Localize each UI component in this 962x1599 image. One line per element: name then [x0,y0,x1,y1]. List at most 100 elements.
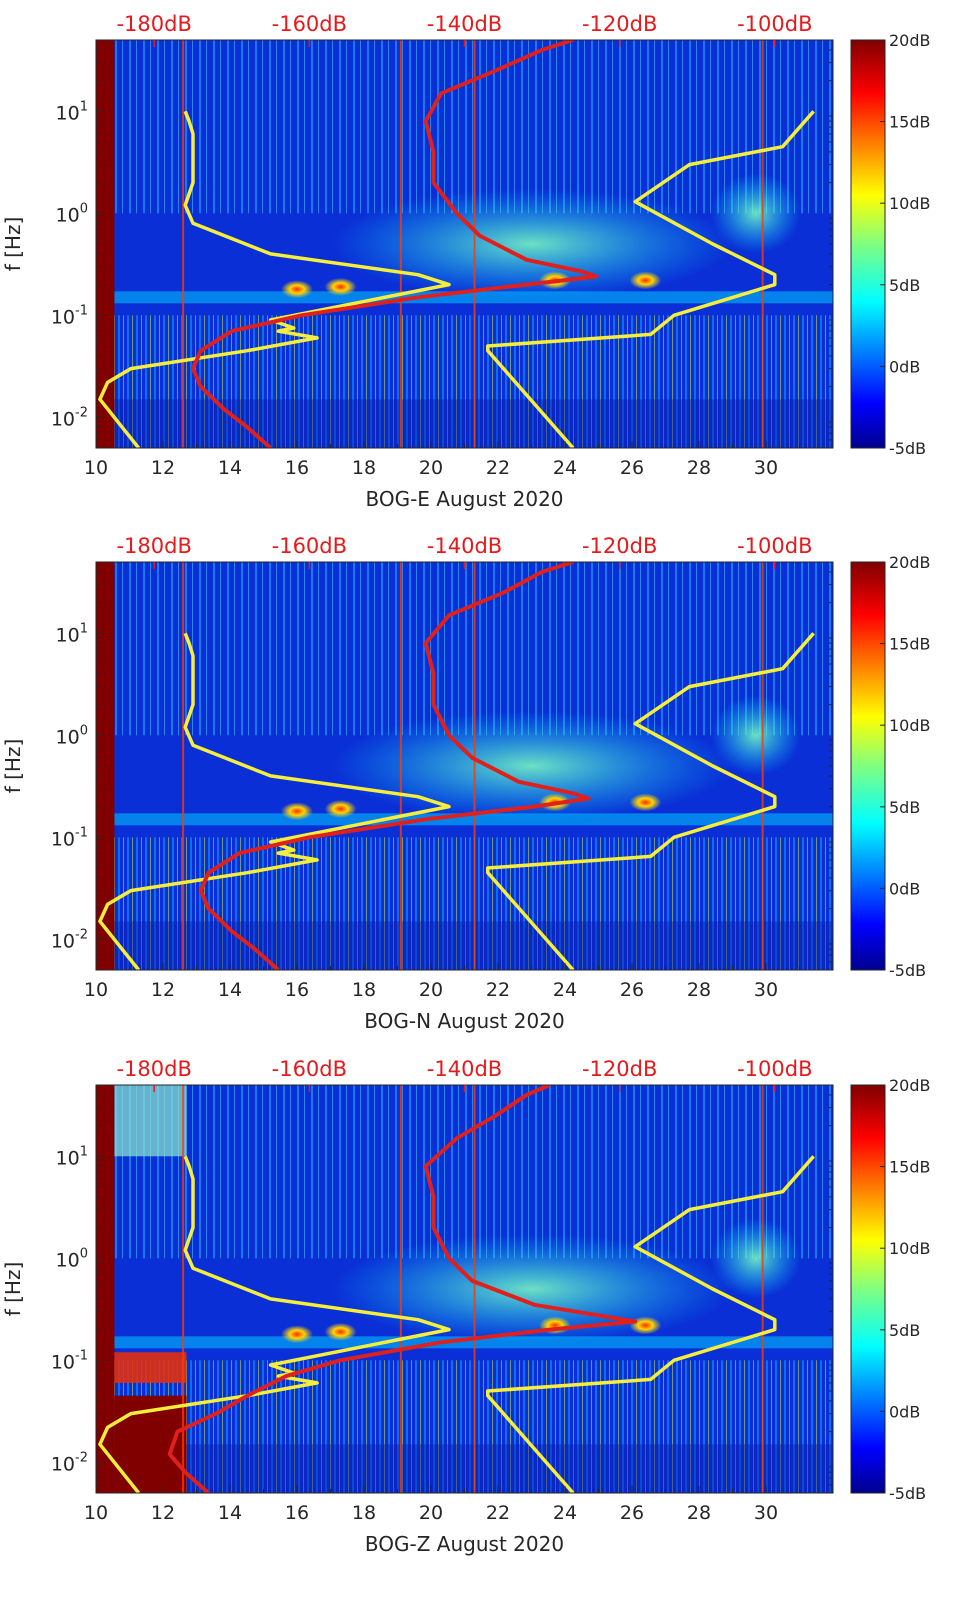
x-tick-label: 28 [687,979,711,1001]
colorbar-label: 15dB [889,1158,931,1177]
energy-peak [324,1322,357,1341]
db-tick-label: -160dB [272,12,347,36]
spectrogram-lf-bands [96,1360,833,1493]
x-tick-label: 22 [486,457,510,479]
colorbar-label: -5dB [889,961,926,980]
x-tick-label: 22 [486,1502,510,1524]
db-tick-label: -140dB [427,1057,502,1081]
y-tick-label: 101 [56,99,88,124]
spectrogram-floor [96,1444,833,1493]
spectrogram-hf-bands [96,40,833,214]
x-axis-label: BOG-N August 2020 [364,1009,564,1033]
spectrogram [96,40,833,448]
y-axis-label: f [Hz] [1,217,25,272]
x-tick-label: 14 [218,1502,242,1524]
peterson-nhnm-curve [486,110,815,448]
spectrogram-hf-bands [96,562,833,736]
x-tick-label: 24 [553,457,577,479]
db-tick-label: -140dB [427,12,502,36]
db-tick-label: -100dB [737,12,812,36]
data-gap [96,40,115,448]
panels: 10 12 14 16 18 20 22 24 26 28 30 10-2 10-1 100 101 f [H… [1,12,931,1556]
colorbar-label: 5dB [889,1321,920,1340]
spectrogram-floor [96,399,833,448]
x-tick-label: 26 [620,457,644,479]
data-gap [96,562,115,970]
y-tick-label: 10-1 [51,303,88,328]
db-tick-label: -180dB [116,534,191,558]
colorbar-label: -5dB [889,1484,926,1503]
colorbar-label: 20dB [889,553,931,572]
x-tick-label: 30 [754,457,778,479]
y-axis-label: f [Hz] [1,1262,25,1317]
colorbar-label: 5dB [889,798,920,817]
spectrogram-hf-bands [96,1085,833,1259]
colorbar-label: -5dB [889,439,926,458]
colorbar-label: 20dB [889,31,931,50]
x-tick-label: 30 [754,1502,778,1524]
x-tick-label: 20 [419,1502,443,1524]
energy-peak [629,793,662,812]
x-tick-label: 20 [419,979,443,1001]
x-tick-label: 14 [218,979,242,1001]
colorbar-scale [850,1084,886,1494]
x-tick-label: 22 [486,979,510,1001]
colorbar: 20dB 15dB 10dB 5dB 0dB -5dB [850,553,931,980]
y-axis-label: f [Hz] [1,739,25,794]
y-tick-label: 10-2 [51,405,88,430]
microseism-glow [331,711,732,821]
spectrogram [96,1085,833,1493]
db-tick-label: -180dB [116,1057,191,1081]
microseism-band [96,1336,833,1349]
colorbar-label: 20dB [889,1076,931,1095]
energy-peak [324,277,357,296]
energy-peak [281,802,313,821]
colorbar-label: 0dB [889,1402,920,1421]
x-tick-label: 18 [352,1502,376,1524]
x-tick-label: 20 [419,457,443,479]
colorbar-label: 10dB [889,194,931,213]
x-tick-label: 24 [553,979,577,1001]
y-tick-label: 10-1 [51,825,88,850]
y-tick-label: 10-2 [51,927,88,952]
db-tick-label: -160dB [272,534,347,558]
y-tick-label: 100 [56,1246,88,1271]
x-tick-label: 16 [285,457,309,479]
x-tick-label: 16 [285,1502,309,1524]
colorbar: 20dB 15dB 10dB 5dB 0dB -5dB [850,31,931,458]
db-tick-label: -120dB [582,534,657,558]
y-tick-label: 101 [56,1144,88,1169]
energy-peak [629,271,662,290]
y-tick-label: 10-1 [51,1348,88,1373]
db-tick-label: -100dB [737,534,812,558]
x-tick-label: 18 [352,457,376,479]
peterson-nhnm-curve [486,632,815,970]
colorbar-scale [850,561,886,971]
data-gap [96,1085,115,1493]
x-tick-label: 24 [553,1502,577,1524]
panel-bog-n: 10 12 14 16 18 20 22 24 26 28 30 10-2 10-1 100 101 f [H… [1,534,931,1033]
colorbar-label: 5dB [889,276,920,295]
db-tick-label: -120dB [582,12,657,36]
energy-peak [324,799,357,818]
data-gap-edge [114,1085,187,1157]
microseism-glow [331,189,732,299]
x-tick-label: 10 [84,979,108,1001]
x-axis-label: BOG-Z August 2020 [365,1532,564,1556]
energy-peak [281,280,313,299]
y-tick-label: 101 [56,621,88,646]
colorbar-label: 0dB [889,357,920,376]
spectrogram-floor [96,921,833,970]
microseism-glow [710,173,801,254]
x-axis-label: BOG-E August 2020 [365,487,563,511]
colorbar-label: 15dB [889,635,931,654]
microseism-glow [710,695,801,776]
db-tick-label: -160dB [272,1057,347,1081]
colorbar-label: 15dB [889,113,931,132]
microseism-glow [331,1234,732,1344]
colorbar-scale [850,39,886,449]
colorbar: 20dB 15dB 10dB 5dB 0dB -5dB [850,1076,931,1503]
energy-peak [629,1316,662,1335]
y-tick-label: 100 [56,723,88,748]
